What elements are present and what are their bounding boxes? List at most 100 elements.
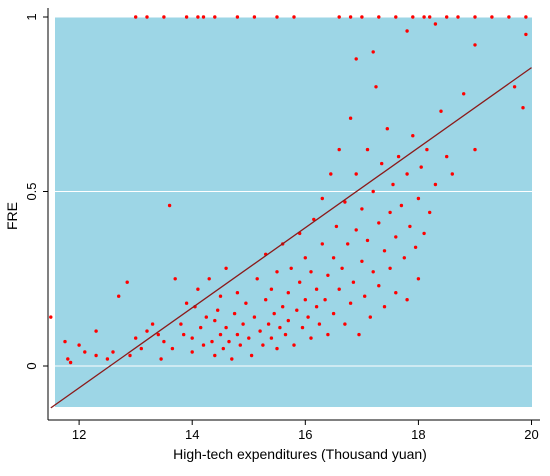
data-point [49, 315, 53, 319]
data-point [445, 154, 449, 159]
data-point [207, 277, 211, 281]
data-point [337, 15, 341, 19]
data-point [433, 182, 438, 187]
data-point [281, 305, 285, 309]
y-axis-label: FRE [4, 202, 20, 230]
y-tick-label: 1 [24, 13, 39, 20]
data-point [456, 15, 460, 19]
data-point [371, 270, 375, 274]
data-point [179, 322, 183, 326]
data-point [394, 15, 398, 19]
x-tick-label: 12 [72, 427, 86, 442]
data-point [343, 200, 347, 204]
data-point [196, 287, 200, 291]
data-point [348, 116, 353, 120]
data-point [264, 298, 268, 302]
y-axis-ticks: 00.51 [24, 13, 48, 370]
data-point [216, 308, 220, 312]
data-point [462, 92, 466, 96]
data-point [230, 357, 234, 361]
data-point [314, 287, 319, 291]
data-point [396, 154, 401, 159]
data-point [255, 277, 259, 281]
data-point [411, 15, 415, 19]
data-point [365, 147, 370, 152]
data-point [286, 291, 290, 295]
data-point [346, 242, 350, 246]
data-point [295, 308, 299, 312]
data-point [360, 259, 364, 263]
data-point [408, 224, 412, 229]
data-point [405, 29, 409, 33]
data-point [320, 196, 324, 201]
data-point [201, 343, 206, 347]
data-point [360, 15, 364, 19]
data-point [289, 266, 293, 270]
data-point [419, 165, 423, 169]
data-point [416, 196, 421, 201]
data-point [399, 203, 404, 208]
data-point [314, 305, 319, 309]
data-point [524, 15, 528, 19]
data-point [275, 15, 279, 19]
data-point [317, 322, 322, 326]
data-point [385, 127, 389, 131]
data-point [190, 336, 194, 340]
data-point [213, 353, 217, 358]
data-point [159, 357, 163, 361]
data-point [184, 15, 189, 19]
x-tick-label: 14 [185, 427, 199, 442]
data-point [145, 329, 149, 333]
data-point [388, 266, 392, 270]
data-point [145, 15, 149, 19]
x-tick-label: 16 [298, 427, 312, 442]
data-point [348, 15, 353, 19]
data-point [337, 287, 341, 291]
data-point [286, 318, 290, 323]
data-point [413, 245, 418, 249]
data-point [63, 339, 67, 344]
data-point [382, 305, 387, 309]
data-point [269, 336, 274, 340]
data-point [232, 311, 237, 316]
data-point [309, 336, 313, 340]
data-point [388, 210, 392, 215]
data-point [402, 256, 406, 260]
data-point [405, 172, 409, 176]
data-point [450, 172, 454, 176]
data-point [377, 221, 381, 225]
data-point [428, 15, 432, 19]
data-point [125, 280, 129, 284]
data-point [425, 147, 429, 152]
data-point [334, 224, 339, 229]
data-point [303, 256, 307, 260]
data-point [416, 277, 421, 281]
y-tick-label: 0.5 [24, 182, 39, 200]
data-point [521, 106, 525, 110]
data-points [49, 15, 528, 365]
data-point [134, 336, 138, 340]
data-point [224, 325, 228, 330]
data-point [261, 343, 265, 347]
data-point [272, 311, 276, 316]
data-point [218, 294, 223, 298]
x-axis-label: High-tech expenditures (Thousand yuan) [173, 446, 427, 462]
x-tick-label: 20 [524, 427, 538, 442]
data-point [439, 109, 443, 113]
data-point [210, 339, 214, 344]
data-point [128, 353, 132, 358]
data-point [374, 85, 378, 89]
data-point [201, 15, 206, 19]
data-point [170, 346, 175, 351]
data-point [320, 242, 324, 246]
data-point [507, 15, 511, 19]
data-point [77, 343, 81, 347]
data-point [292, 343, 296, 347]
data-point [382, 249, 387, 253]
data-point [422, 231, 426, 236]
data-point [83, 350, 87, 354]
data-point [368, 315, 372, 319]
data-point [182, 332, 186, 337]
data-point [221, 346, 225, 351]
data-point [134, 15, 138, 19]
